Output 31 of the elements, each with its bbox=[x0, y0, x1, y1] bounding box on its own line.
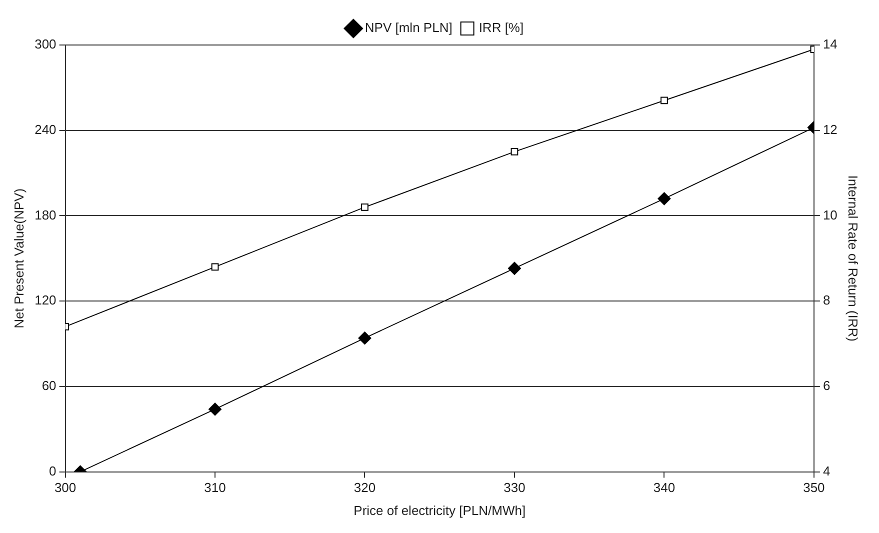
y2-tick-label: 6 bbox=[822, 378, 830, 394]
y-axis-title: Net Present Value(NPV) bbox=[11, 188, 26, 328]
y-tick-label: 180 bbox=[34, 207, 56, 222]
y2-axis-title: Internal Rate of Return (IRR) bbox=[846, 175, 861, 342]
x-tick-label: 330 bbox=[504, 480, 526, 496]
x-tick-label: 300 bbox=[54, 480, 76, 496]
x-tick-label: 350 bbox=[803, 480, 825, 496]
y-tick-label: 120 bbox=[34, 292, 56, 308]
point bbox=[660, 96, 668, 104]
point bbox=[508, 262, 521, 275]
point bbox=[358, 332, 372, 345]
y-tick-label: 240 bbox=[34, 122, 56, 137]
point bbox=[658, 192, 671, 206]
y2-tick-label: 12 bbox=[822, 122, 838, 137]
legend-label: NPV [mln PLN] bbox=[364, 20, 452, 36]
y2-tick-label: 10 bbox=[822, 207, 838, 222]
legend-label: IRR [%] bbox=[478, 20, 524, 36]
x-tick-label: 310 bbox=[204, 480, 226, 496]
point bbox=[361, 204, 368, 211]
point bbox=[510, 148, 518, 156]
y-tick-label: 60 bbox=[42, 378, 56, 394]
point bbox=[211, 263, 219, 271]
x-axis-title: Price of electricity [PLN/MWh] bbox=[354, 502, 526, 518]
y2-tick-label: 14 bbox=[822, 36, 838, 52]
x-tick-label: 340 bbox=[653, 480, 676, 496]
y-tick-label: 300 bbox=[34, 36, 56, 52]
y2-tick-label: 4 bbox=[822, 463, 830, 478]
y2-tick-label: 8 bbox=[822, 292, 830, 308]
point bbox=[208, 402, 222, 416]
x-tick-label: 320 bbox=[354, 480, 376, 496]
y-tick-label: 0 bbox=[49, 463, 56, 478]
